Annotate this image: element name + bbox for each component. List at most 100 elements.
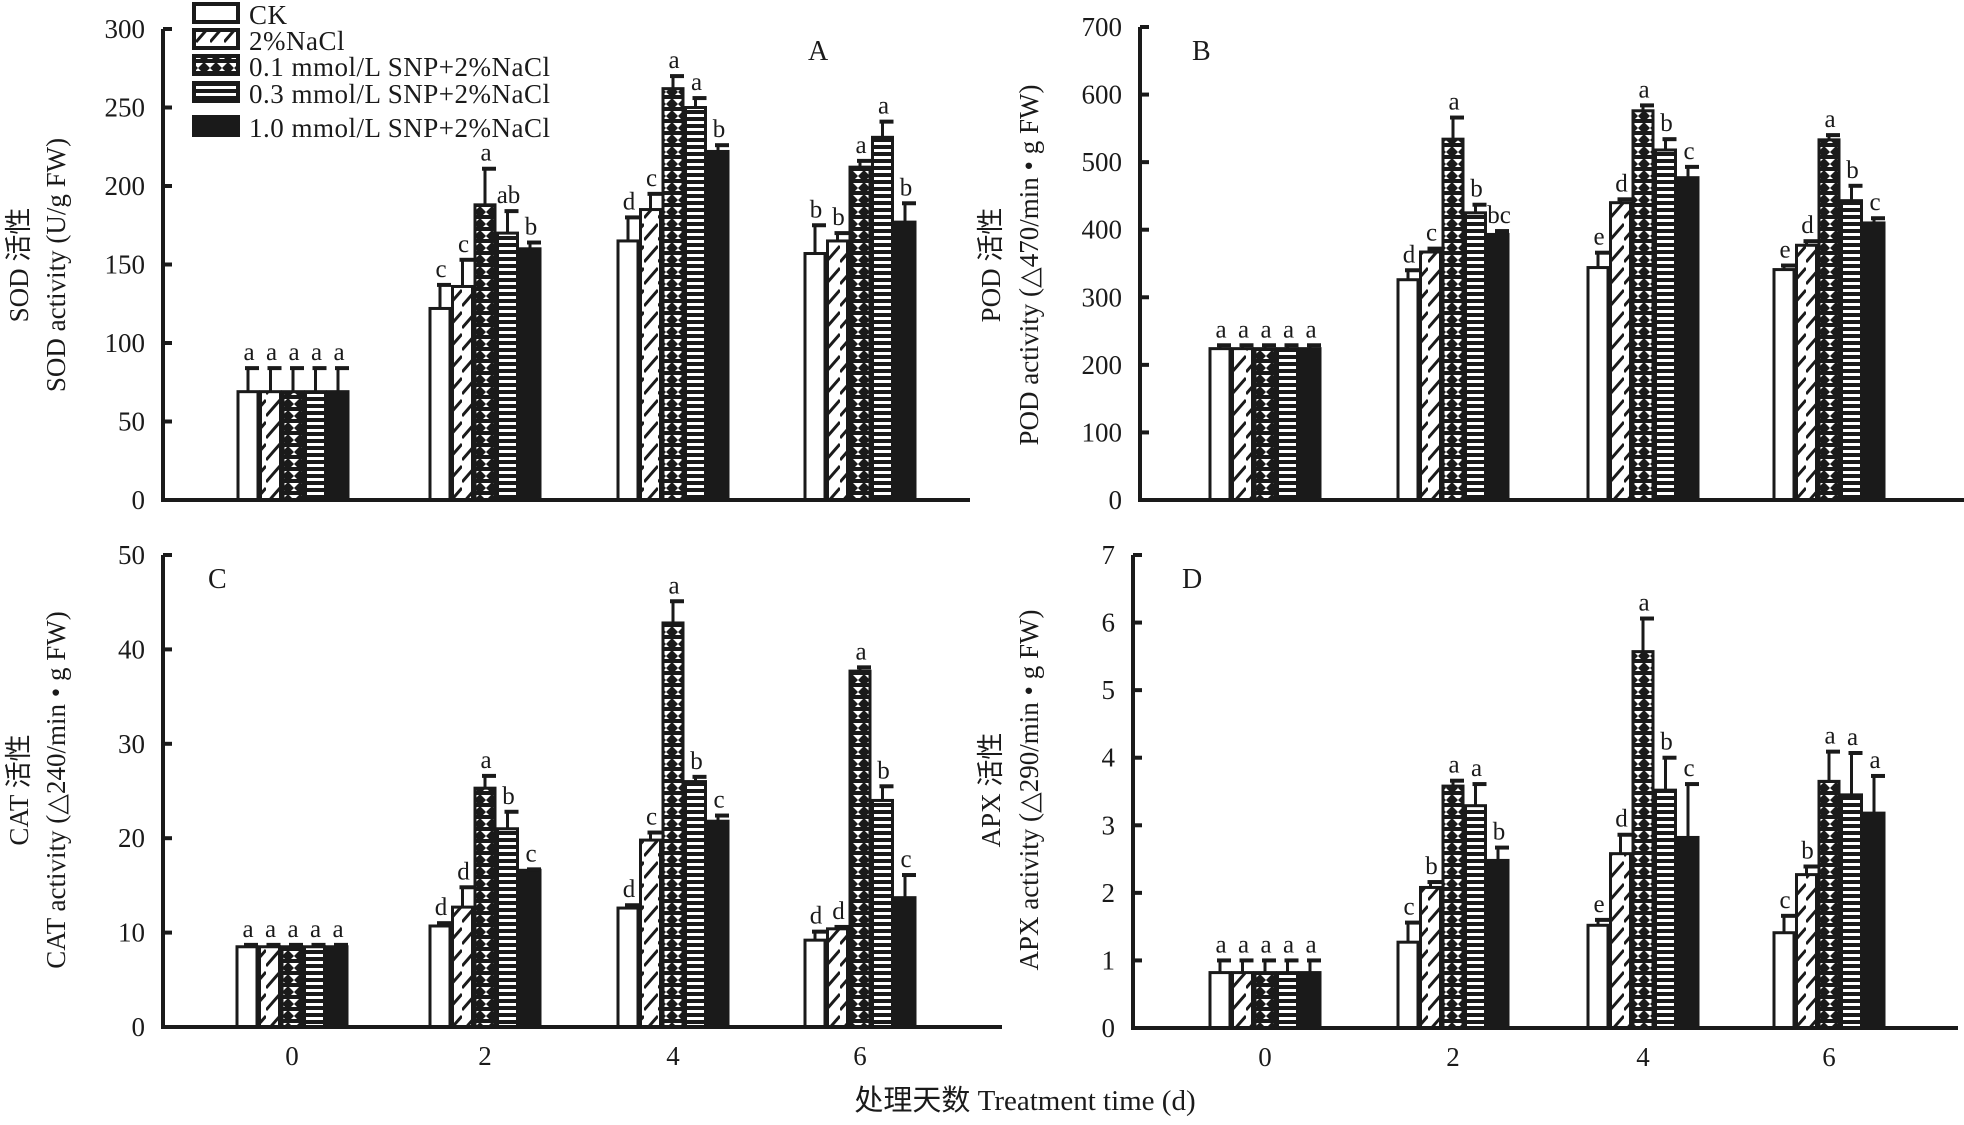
significance-label: a [1215, 931, 1226, 958]
significance-label: b [832, 204, 845, 231]
significance-label: a [333, 339, 344, 366]
significance-label: a [1824, 106, 1835, 133]
bar [684, 106, 707, 502]
y-tick-label: 300 [1082, 282, 1123, 312]
y-tick-label: 2 [1102, 878, 1116, 908]
legend-label: 0.1 mmol/L SNP+2%NaCl [249, 52, 551, 82]
x-tick-label: 4 [1636, 1042, 1650, 1072]
bar [1586, 923, 1610, 1030]
significance-label: d [435, 894, 448, 921]
bar [1586, 266, 1610, 502]
bar [1817, 138, 1841, 502]
x-tick-label: 6 [1822, 1042, 1836, 1072]
y-axis-title-cn: CAT 活性 [4, 734, 34, 845]
significance-label: b [525, 214, 538, 241]
significance-label: a [1238, 931, 1249, 958]
bar [893, 896, 917, 1029]
bar [848, 165, 872, 502]
panel-letter: B [1192, 36, 1211, 67]
significance-label: a [310, 916, 321, 943]
bar [848, 669, 872, 1029]
legend-item: 0.3 mmol/L SNP+2%NaCl [192, 79, 551, 109]
panel-b: POD 活性 POD activity (△470/min • g FW)Ba a a… [976, 12, 1964, 515]
significance-label: e [1779, 237, 1790, 264]
bar [1631, 650, 1655, 1030]
significance-label: b [713, 116, 726, 143]
bar [259, 390, 282, 502]
legend-label: 2%NaCl [249, 26, 345, 56]
significance-label: c [646, 804, 657, 831]
bar [518, 868, 542, 1029]
x-tick-label: 0 [285, 1041, 299, 1071]
significance-label: a [668, 572, 679, 599]
bar [826, 927, 849, 1029]
y-tick-label: 3 [1102, 810, 1116, 840]
bar [518, 247, 542, 502]
significance-label: a [1215, 316, 1226, 343]
significance-label: c [900, 846, 911, 873]
significance-label: d [1403, 241, 1416, 268]
y-tick-label: 4 [1102, 743, 1116, 773]
legend-swatch-open [192, 2, 240, 24]
bar [1396, 278, 1420, 502]
bar [1464, 211, 1487, 502]
significance-label: a [878, 93, 889, 120]
significance-label: a [265, 916, 276, 943]
significance-label: a [1238, 316, 1249, 343]
y-tick-label: 6 [1102, 608, 1116, 638]
panel-a: SOD 活性 SOD activity (U/g FW)Aa a a a accaabbd… [4, 14, 970, 515]
bar [1253, 971, 1277, 1030]
x-tick-label: 2 [478, 1041, 492, 1071]
bar [258, 945, 281, 1029]
y-tick-label: 200 [105, 171, 146, 201]
significance-label: a [287, 916, 298, 943]
bar [1419, 250, 1442, 502]
y-axis-title: SOD activity (U/g FW) [41, 138, 71, 392]
bar [871, 798, 894, 1029]
significance-label: a [1638, 76, 1649, 103]
y-axis-title: APX activity (△290/min • g FW) [1014, 610, 1044, 971]
bar [451, 905, 474, 1029]
significance-label: a [1260, 316, 1271, 343]
significance-label: a [480, 747, 491, 774]
panels: SOD 活性 SOD activity (U/g FW)Aa a a a accaabbd… [4, 12, 1964, 1072]
bar [871, 135, 894, 502]
bar [1231, 971, 1254, 1030]
significance-label: a [1283, 931, 1294, 958]
bar [1840, 793, 1863, 1030]
significance-label: a [1305, 316, 1316, 343]
significance-label: c [1426, 220, 1437, 247]
y-tick-label: 0 [132, 485, 146, 515]
bar [1862, 811, 1886, 1030]
bar [1631, 109, 1655, 502]
x-axis-title: 处理天数 Treatment time (d) [854, 1084, 1195, 1117]
bar [1486, 232, 1510, 502]
significance-label: d [1615, 806, 1628, 833]
bar [1609, 852, 1632, 1030]
bar [1486, 858, 1510, 1030]
bar [1208, 971, 1232, 1030]
bar [1276, 347, 1299, 502]
bar [661, 621, 685, 1029]
significance-label: c [1403, 894, 1414, 921]
significance-label: a [480, 140, 491, 167]
significance-label: a [1283, 316, 1294, 343]
y-tick-label: 1 [1102, 945, 1116, 975]
x-tick-label: 0 [1258, 1042, 1272, 1072]
bar [1609, 201, 1632, 502]
significance-label: b [1801, 838, 1814, 865]
significance-label: b [900, 174, 913, 201]
legend-item: CK [192, 0, 288, 30]
bar [496, 827, 519, 1029]
bar [1298, 971, 1322, 1030]
bar [803, 938, 827, 1029]
y-tick-label: 10 [118, 918, 145, 948]
y-tick-label: 50 [118, 540, 145, 570]
significance-label: d [623, 876, 636, 903]
legend-label: 0.3 mmol/L SNP+2%NaCl [249, 79, 551, 109]
significance-label: a [691, 69, 702, 96]
bar [1654, 788, 1677, 1030]
y-tick-label: 400 [1082, 215, 1123, 245]
legend-label: CK [249, 0, 288, 30]
